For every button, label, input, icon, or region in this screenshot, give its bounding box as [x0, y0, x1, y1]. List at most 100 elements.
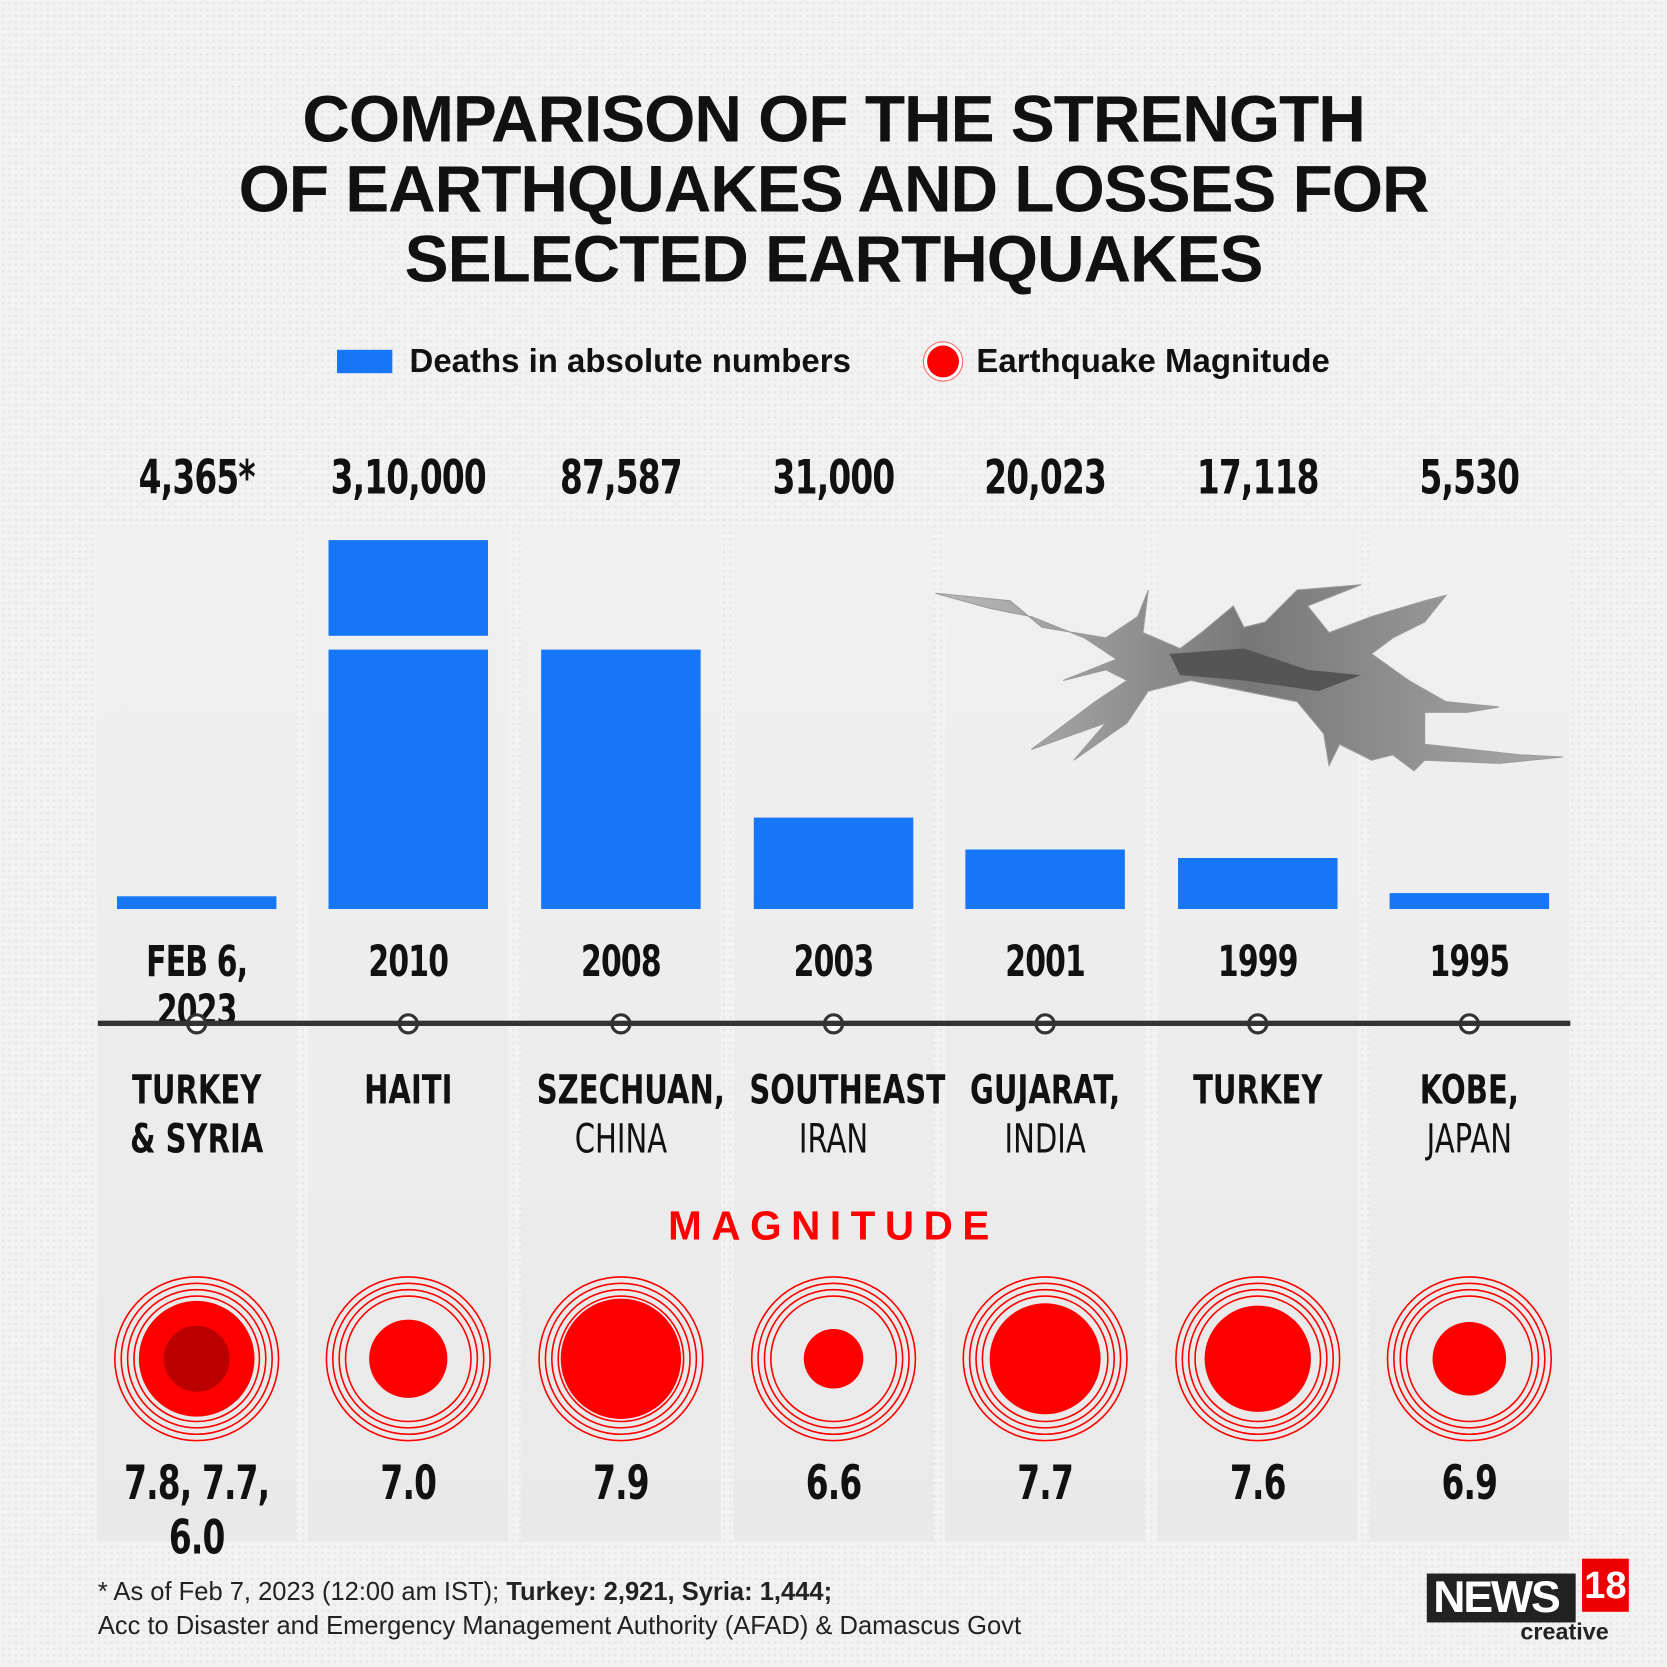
- footnote: * As of Feb 7, 2023 (12:00 am IST); Turk…: [98, 1576, 1021, 1644]
- title-line: COMPARISON OF THE STRENGTH: [302, 82, 1366, 157]
- ring: [962, 1276, 1128, 1442]
- logo-text: NEWS: [1433, 1571, 1561, 1622]
- magnitude-circle: [1175, 1276, 1341, 1442]
- ring: [1399, 1288, 1540, 1429]
- death-label: 87,587: [560, 450, 683, 506]
- location-label: TURKEY & SYRIA: [112, 1065, 280, 1163]
- magnitude-circle: [1386, 1276, 1553, 1442]
- bar: [1178, 858, 1338, 910]
- title-line: OF EARTHQUAKES AND LOSSES FOR: [238, 153, 1430, 227]
- footnote-note: * As of Feb 7, 2023 (12:00 am IST);: [97, 1577, 507, 1607]
- location-line1: KOBE,: [1419, 1066, 1519, 1114]
- magnitude-value: 6.6: [805, 1456, 862, 1511]
- magnitude-value: 7.8, 7.7, 6.0: [124, 1456, 270, 1566]
- title-line: SELECTED EARTHQUAKES: [404, 223, 1264, 297]
- ring: [338, 1288, 479, 1429]
- year-label: 2008: [581, 937, 662, 987]
- ring: [1194, 1295, 1322, 1423]
- legend-circle-swatch: [927, 345, 960, 378]
- year-label: 1995: [1429, 937, 1510, 987]
- ring: [1181, 1282, 1335, 1436]
- location-label: TURKEY: [1174, 1065, 1342, 1114]
- ring: [770, 1295, 898, 1423]
- magnitude-value: 7.6: [1229, 1456, 1286, 1511]
- bar-upper-segment: [328, 540, 489, 636]
- ring: [1187, 1288, 1328, 1429]
- bar: [1389, 892, 1550, 910]
- magnitude-value: 6.9: [1441, 1456, 1498, 1511]
- location-label: SZECHUAN, CHINA: [536, 1065, 725, 1163]
- magnitude-heading: MAGNITUDE: [668, 1204, 999, 1250]
- location-line1: TURKEY: [1193, 1066, 1323, 1114]
- ring: [557, 1295, 685, 1423]
- ring: [968, 1282, 1122, 1436]
- death-label: 17,118: [1196, 450, 1320, 506]
- magnitude-circle: [325, 1276, 491, 1442]
- magnitude-value: 7.0: [380, 1456, 437, 1511]
- ring: [133, 1295, 261, 1423]
- logo-number: 18: [1582, 1558, 1629, 1612]
- legend-bar-swatch: [337, 349, 393, 374]
- magnitude-value: 7.9: [593, 1456, 649, 1511]
- magnitude-dot: [803, 1329, 864, 1389]
- location-label: SOUTHEAST IRAN: [749, 1065, 946, 1163]
- ring: [1393, 1282, 1546, 1436]
- location-label: GUJARAT, INDIA: [961, 1065, 1129, 1163]
- ring: [750, 1276, 917, 1442]
- crack-illustration: [935, 584, 1563, 772]
- location-line1: HAITI: [364, 1066, 453, 1114]
- location-line2: & SYRIA: [130, 1115, 264, 1163]
- magnitude-circle: [114, 1276, 280, 1442]
- ring: [975, 1288, 1116, 1429]
- death-label: 4,365*: [138, 450, 256, 506]
- location-line2: JAPAN: [1426, 1115, 1512, 1163]
- bar: [116, 896, 277, 910]
- ring: [325, 1276, 491, 1442]
- location-line1: GUJARAT,: [969, 1066, 1121, 1114]
- bar: [328, 649, 489, 910]
- ring: [981, 1295, 1109, 1423]
- ring: [120, 1282, 273, 1436]
- location-label: KOBE, JAPAN: [1385, 1065, 1553, 1163]
- magnitude-dot-inner: [163, 1325, 230, 1392]
- ring: [763, 1288, 904, 1429]
- death-label: 31,000: [772, 450, 896, 506]
- magnitude-dot: [1432, 1321, 1507, 1396]
- legend-bars-label: Deaths in absolute numbers: [409, 342, 851, 380]
- logo-sub: creative: [1520, 1618, 1609, 1645]
- footnote-source: Acc to Disaster and Emergency Management…: [97, 1611, 1022, 1641]
- death-label: 3,10,000: [330, 450, 487, 506]
- ring: [551, 1288, 691, 1429]
- ring: [538, 1276, 704, 1442]
- bar: [965, 849, 1125, 910]
- magnitude-circle: [962, 1276, 1128, 1442]
- ring: [1175, 1276, 1341, 1442]
- timeline: [97, 1020, 1571, 1026]
- year-label: 2010: [368, 937, 449, 987]
- location-line2: CHINA: [574, 1115, 668, 1163]
- location-label: HAITI: [324, 1065, 492, 1114]
- location-line2: INDIA: [1004, 1115, 1086, 1163]
- location-line1: TURKEY: [132, 1066, 262, 1114]
- ring: [126, 1288, 267, 1429]
- bar: [541, 649, 701, 910]
- chart-title: COMPARISON OF THE STRENGTH OF EARTHQUAKE…: [0, 85, 1667, 296]
- magnitude-dot: [560, 1298, 682, 1419]
- magnitude-circle: [538, 1276, 704, 1442]
- magnitude-value: 7.7: [1017, 1456, 1073, 1511]
- location-line1: SZECHUAN,: [536, 1066, 725, 1114]
- ring: [331, 1282, 485, 1436]
- magnitude-dot: [369, 1319, 448, 1398]
- ring: [114, 1276, 280, 1442]
- legend-magnitude-label: Earthquake Magnitude: [976, 342, 1330, 380]
- year-label: 2003: [793, 937, 875, 987]
- magnitude-circle: [750, 1276, 917, 1442]
- magnitude-dot: [989, 1303, 1101, 1415]
- bar: [753, 817, 914, 910]
- ring: [544, 1282, 698, 1436]
- ring: [1405, 1295, 1533, 1423]
- location-line2: IRAN: [798, 1115, 869, 1163]
- ring: [344, 1295, 472, 1423]
- death-label: 5,530: [1419, 450, 1520, 506]
